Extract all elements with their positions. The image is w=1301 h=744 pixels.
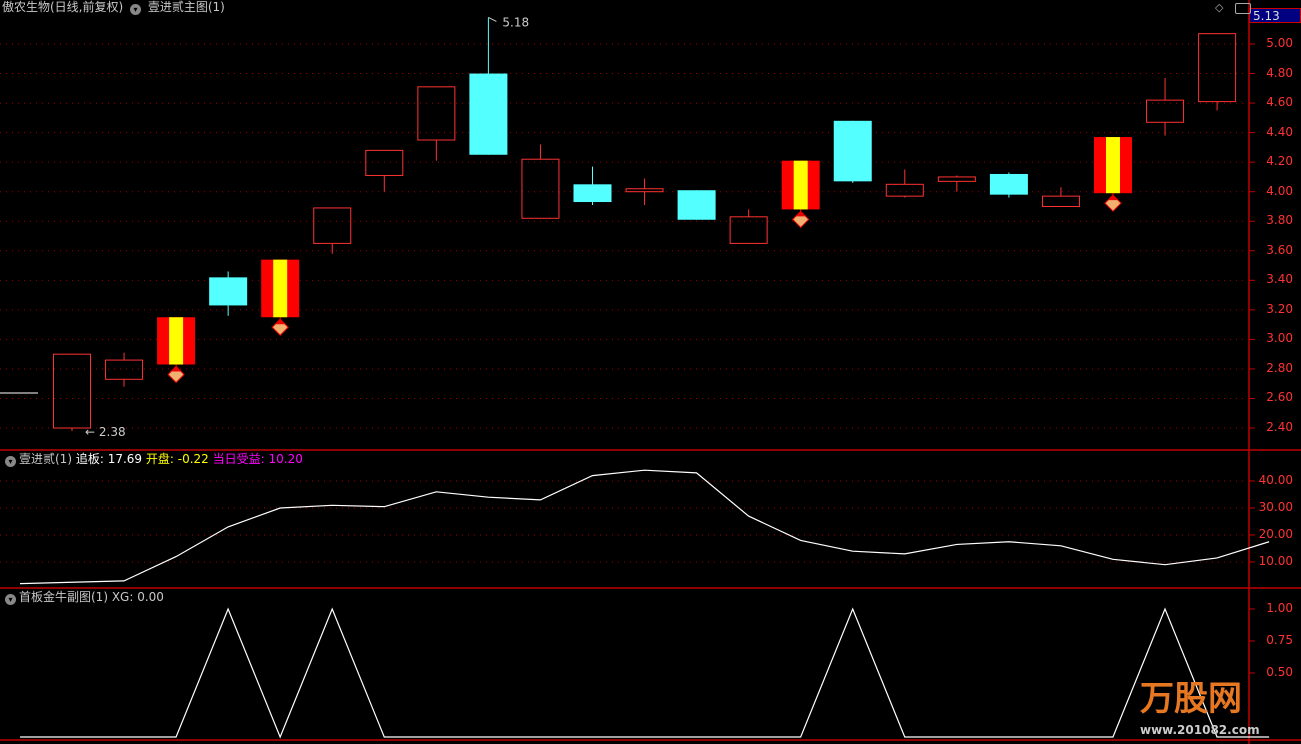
candle-down	[469, 73, 508, 155]
window-toggle-icon[interactable]	[1235, 3, 1251, 14]
candle-up	[1041, 195, 1080, 207]
candle-limit-up-inner	[169, 317, 184, 365]
candle-down	[833, 120, 872, 182]
y-tick-label: 10.00	[1258, 554, 1293, 568]
watermark-url: www.201082.com	[1140, 723, 1260, 737]
y-tick-label: 5.00	[1266, 36, 1293, 50]
candle-up	[417, 86, 456, 141]
field-zhuiban: 追板: 17.69	[75, 452, 143, 466]
y-tick-label: 2.40	[1266, 420, 1293, 435]
diamond-icon[interactable]: ◇	[1215, 1, 1224, 14]
y-tick-label: 3.00	[1266, 331, 1293, 346]
indicator2-menu-icon[interactable]: ▾	[5, 594, 16, 605]
y-tick-label: 4.80	[1266, 65, 1293, 80]
candle-up	[937, 176, 976, 182]
indicator1-menu-icon[interactable]: ▾	[5, 456, 16, 467]
candle-limit-up-inner	[1106, 137, 1120, 194]
indicator1-name[interactable]: 壹进贰(1)	[19, 452, 72, 466]
candle-limit-up-inner	[273, 259, 288, 318]
y-tick-label: 2.60	[1266, 390, 1293, 405]
xg-field: XG: 0.00	[111, 590, 164, 604]
indicator-menu-icon[interactable]: ▾	[130, 4, 142, 15]
high-pointer	[488, 16, 497, 22]
current-price-tag: 5.13	[1249, 8, 1301, 23]
y-tick-label: 3.80	[1266, 213, 1293, 228]
candle-up	[521, 158, 560, 219]
main-indicator-name[interactable]: 壹进贰主图(1)	[147, 0, 225, 14]
y-tick-label: 3.40	[1266, 272, 1293, 287]
y-tick-label: 4.60	[1266, 95, 1293, 110]
zhuiban-line	[19, 469, 1270, 585]
main-panel-header: 傲农生物(日线,前复权) ▾ 壹进贰主图(1)	[2, 0, 225, 15]
y-tick-label: 20.00	[1258, 527, 1293, 541]
signal-arrow-icon	[795, 211, 806, 217]
candle-up	[885, 183, 924, 197]
candle-up	[365, 149, 404, 176]
y-tick-label: 3.60	[1266, 242, 1293, 257]
y-tick-label: 0.50	[1266, 665, 1293, 679]
xg-line	[20, 607, 1270, 739]
signal-arrow-icon	[171, 366, 182, 372]
candle-up	[105, 359, 144, 380]
y-tick-label: 4.40	[1266, 124, 1293, 139]
candle-up	[625, 188, 664, 193]
candle-down	[677, 190, 716, 220]
y-tick-label: 4.20	[1266, 154, 1293, 169]
y-tick-label: 4.00	[1266, 183, 1293, 198]
indicator2-header: ▾ 首板金牛副图(1) XG: 0.00	[2, 590, 164, 605]
watermark-logo: 万股网	[1140, 679, 1242, 719]
candle-down	[989, 173, 1028, 195]
indicator1-header: ▾ 壹进贰(1) 追板: 17.69 开盘: -0.22 当日受益: 10.20	[2, 452, 303, 467]
low-label: ← 2.38	[85, 425, 126, 439]
candle-up	[729, 216, 768, 244]
y-tick-label: 0.75	[1266, 633, 1293, 647]
high-label: 5.18	[502, 15, 529, 29]
signal-arrow-icon	[275, 319, 286, 325]
y-tick-label: 40.00	[1258, 473, 1293, 487]
candle-up	[1146, 99, 1185, 123]
stock-title: 傲农生物(日线,前复权)	[2, 0, 124, 14]
signal-arrow-icon	[1108, 195, 1118, 201]
candle-up	[313, 207, 352, 244]
candle-down	[573, 184, 612, 203]
indicator2-name[interactable]: 首板金牛副图(1)	[19, 590, 108, 604]
y-tick-label: 30.00	[1258, 500, 1293, 514]
candle-up	[53, 353, 91, 429]
y-tick-label: 2.80	[1266, 360, 1293, 375]
y-tick-label: 1.00	[1266, 601, 1293, 615]
field-shouyi: 当日受益: 10.20	[212, 452, 303, 466]
field-kaipan: 开盘: -0.22	[145, 452, 209, 466]
candle-limit-up-inner	[793, 160, 808, 210]
y-tick-label: 3.20	[1266, 301, 1293, 316]
candle-up	[1198, 33, 1237, 103]
candle-down	[209, 277, 248, 306]
